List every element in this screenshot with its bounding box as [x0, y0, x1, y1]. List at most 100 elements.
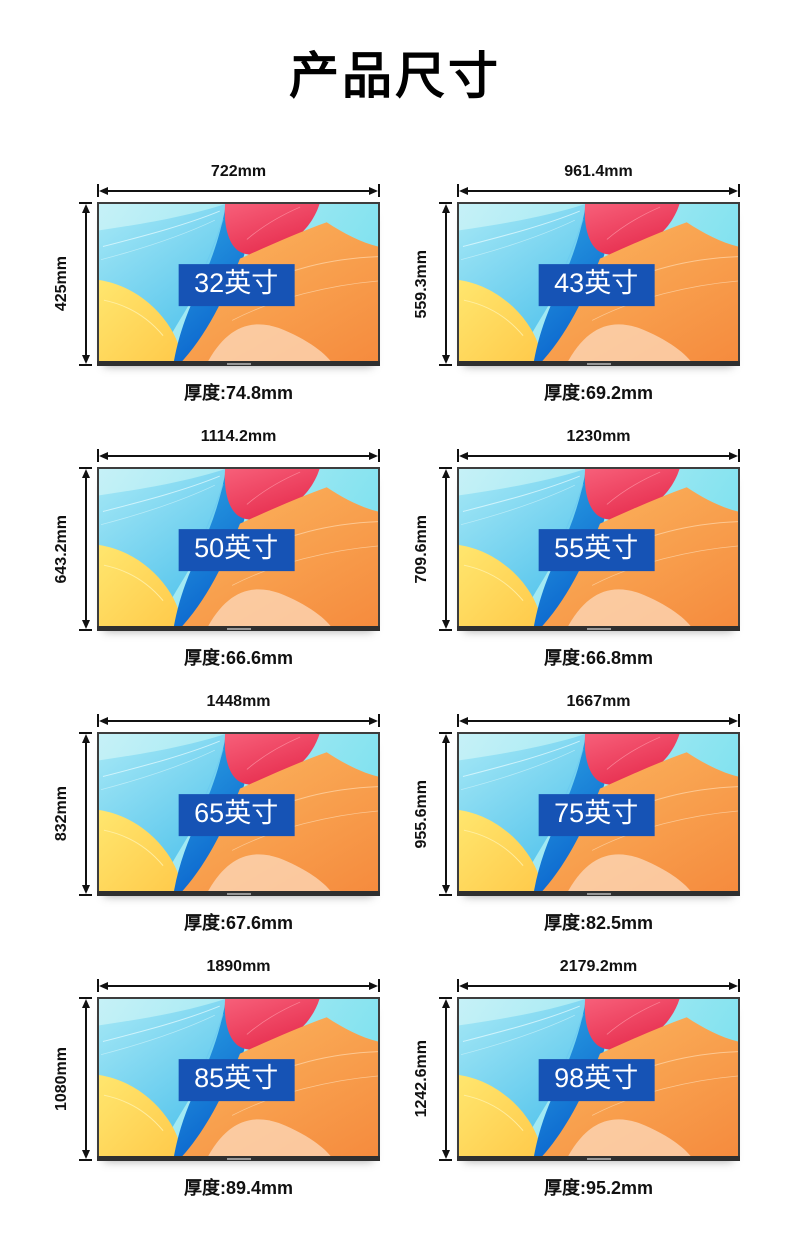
arrow-end-tick — [378, 979, 380, 992]
arrow-end-tick — [738, 979, 740, 992]
arrowhead-right-icon — [369, 186, 378, 195]
arrow-end-tick — [439, 467, 452, 469]
width-dimension-label: 1230mm — [566, 428, 631, 445]
tv-bottom-bezel — [97, 891, 380, 896]
arrow-end-tick — [97, 184, 99, 197]
arrow-line — [84, 478, 87, 620]
arrow-end-tick — [439, 997, 452, 999]
arrowhead-up-icon — [81, 999, 90, 1008]
arrowhead-up-icon — [441, 999, 450, 1008]
arrow-line — [84, 213, 87, 355]
width-dimension-arrow — [97, 714, 380, 727]
tv-bottom-bezel — [97, 1156, 380, 1161]
width-dimension-arrow — [457, 449, 740, 462]
panel-body: 955.6mm 75英寸 — [410, 732, 740, 896]
arrowhead-up-icon — [441, 469, 450, 478]
height-dimension-label: 955.6mm — [413, 779, 430, 849]
height-dimension-label: 832mm — [53, 786, 70, 842]
width-dimension-label: 2179.2mm — [559, 958, 638, 975]
arrow-line — [468, 719, 729, 722]
arrow-end-tick — [79, 997, 92, 999]
size-panel: 1890mm 1080mm — [50, 957, 380, 1200]
thickness-label: 厚度:89.4mm — [183, 1178, 294, 1198]
arrowhead-up-icon — [441, 734, 450, 743]
height-dimension-label: 709.6mm — [413, 514, 430, 584]
arrowhead-up-icon — [81, 469, 90, 478]
width-dimension-label: 1890mm — [206, 958, 271, 975]
panel-body: 559.3mm 43英寸 — [410, 202, 740, 366]
tv-bottom-bezel — [97, 361, 380, 366]
height-dimension-label-column: 559.3mm — [410, 202, 434, 366]
arrowhead-right-icon — [729, 186, 738, 195]
brand-logo — [226, 627, 251, 630]
arrow-end-tick — [378, 184, 380, 197]
arrow-line — [444, 1008, 447, 1150]
width-dimension-label: 722mm — [210, 163, 267, 180]
arrowhead-left-icon — [459, 716, 468, 725]
brand-logo — [586, 1157, 611, 1160]
arrow-end-tick — [79, 202, 92, 204]
arrow-end-tick — [97, 714, 99, 727]
height-dimension-label: 559.3mm — [413, 249, 430, 319]
arrowhead-left-icon — [459, 451, 468, 460]
arrow-line — [108, 454, 369, 457]
arrow-line — [84, 743, 87, 885]
tv-image: 50英寸 — [97, 467, 380, 631]
height-dimension-arrow — [434, 467, 457, 631]
arrowhead-up-icon — [81, 204, 90, 213]
size-badge: 55英寸 — [538, 529, 655, 571]
brand-logo — [586, 362, 611, 365]
height-dimension-label-column: 1242.6mm — [410, 997, 434, 1161]
arrowhead-right-icon — [369, 716, 378, 725]
arrowhead-right-icon — [729, 451, 738, 460]
arrow-line — [108, 984, 369, 987]
thickness-label: 厚度:69.2mm — [543, 383, 654, 403]
arrow-end-tick — [457, 979, 459, 992]
width-dimension-label: 961.4mm — [564, 163, 633, 180]
arrow-end-tick — [79, 1159, 92, 1161]
size-panel: 1114.2mm 643.2mm — [50, 427, 380, 670]
arrow-end-tick — [738, 714, 740, 727]
height-dimension-label-column: 709.6mm — [410, 467, 434, 631]
arrow-end-tick — [738, 184, 740, 197]
size-badge-text: 65英寸 — [194, 798, 279, 829]
width-dimension-label: 1667mm — [566, 693, 631, 710]
height-dimension-label-column: 955.6mm — [410, 732, 434, 896]
thickness-label: 厚度:67.6mm — [183, 913, 294, 933]
size-grid: 722mm 425mm 32 — [0, 106, 790, 1240]
thickness-label: 厚度:66.6mm — [183, 648, 294, 668]
arrow-line — [84, 1008, 87, 1150]
arrowhead-right-icon — [369, 451, 378, 460]
height-dimension-label-column: 832mm — [50, 732, 74, 896]
size-badge-text: 43英寸 — [554, 268, 639, 299]
width-dimension-label: 1448mm — [206, 693, 271, 710]
arrow-end-tick — [457, 184, 459, 197]
arrow-end-tick — [79, 629, 92, 631]
tv-image: 75英寸 — [457, 732, 740, 896]
tv-bottom-bezel — [457, 626, 740, 631]
size-badge-text: 50英寸 — [194, 533, 279, 564]
width-dimension-arrow — [97, 979, 380, 992]
arrowhead-down-icon — [81, 620, 90, 629]
height-dimension-label: 425mm — [53, 256, 70, 312]
arrowhead-right-icon — [729, 981, 738, 990]
size-badge-text: 32英寸 — [194, 268, 279, 299]
arrow-end-tick — [79, 732, 92, 734]
height-dimension-arrow — [434, 732, 457, 896]
tv-bottom-bezel — [457, 361, 740, 366]
height-dimension-arrow — [74, 467, 97, 631]
arrow-end-tick — [439, 1159, 452, 1161]
arrow-end-tick — [79, 467, 92, 469]
arrow-line — [108, 719, 369, 722]
width-dimension-arrow — [457, 714, 740, 727]
arrow-line — [444, 743, 447, 885]
brand-logo — [586, 892, 611, 895]
thickness-label: 厚度:82.5mm — [543, 913, 654, 933]
tv-image: 43英寸 — [457, 202, 740, 366]
arrow-end-tick — [439, 202, 452, 204]
size-badge: 75英寸 — [538, 794, 655, 836]
size-panel: 1448mm 832mm 6 — [50, 692, 380, 935]
arrowhead-left-icon — [459, 186, 468, 195]
height-dimension-label: 1080mm — [53, 1046, 70, 1112]
size-badge: 85英寸 — [178, 1059, 295, 1101]
